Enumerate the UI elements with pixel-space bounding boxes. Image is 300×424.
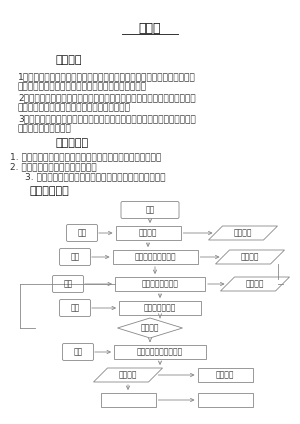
Bar xyxy=(100,393,155,407)
Bar xyxy=(119,301,201,315)
Bar xyxy=(116,226,181,240)
Text: 哪种方法更合适: 哪种方法更合适 xyxy=(144,304,176,312)
Text: 课件: 课件 xyxy=(77,229,87,237)
Text: 教学重难点: 教学重难点 xyxy=(55,138,88,148)
Text: 参与思考: 参与思考 xyxy=(234,229,252,237)
Text: 2．能运用平均数的知识解释简单的生活现象，解决简单实际问题，进一步: 2．能运用平均数的知识解释简单的生活现象，解决简单实际问题，进一步 xyxy=(18,93,196,102)
FancyBboxPatch shape xyxy=(67,224,98,242)
Text: 2. 理解平均数在统计学上的意义。: 2. 理解平均数在统计学上的意义。 xyxy=(10,162,97,171)
FancyBboxPatch shape xyxy=(59,299,91,316)
Polygon shape xyxy=(215,250,284,264)
Polygon shape xyxy=(94,368,163,382)
Bar xyxy=(112,250,197,264)
Text: 3．进一步增强与同伴交流的意识与能力，体验运用知识解决问题的乐趣，: 3．进一步增强与同伴交流的意识与能力，体验运用知识解决问题的乐趣， xyxy=(18,114,196,123)
Text: 建立学好数学的信心。: 建立学好数学的信心。 xyxy=(18,124,72,133)
Text: 进不同问题的比较: 进不同问题的比较 xyxy=(142,279,178,288)
Text: 初问初步认识平均数: 初问初步认识平均数 xyxy=(134,253,176,262)
Text: 教学目标: 教学目标 xyxy=(55,55,82,65)
FancyBboxPatch shape xyxy=(52,276,83,293)
Bar xyxy=(197,368,253,382)
Text: 和综合分析和处理数据的方法，发展统计观念。: 和综合分析和处理数据的方法，发展统计观念。 xyxy=(18,103,131,112)
Bar xyxy=(197,393,253,407)
Text: 课件: 课件 xyxy=(63,279,73,288)
Polygon shape xyxy=(118,318,182,338)
Text: 发生不均等情人有多少: 发生不均等情人有多少 xyxy=(137,348,183,357)
Text: 课件: 课件 xyxy=(70,304,80,312)
Polygon shape xyxy=(220,277,290,291)
FancyBboxPatch shape xyxy=(59,248,91,265)
Text: 教师补充: 教师补充 xyxy=(216,371,234,379)
Text: 思考交流: 思考交流 xyxy=(246,279,264,288)
FancyBboxPatch shape xyxy=(121,201,179,218)
Bar xyxy=(115,277,205,291)
Bar xyxy=(114,345,206,359)
Text: 平均数: 平均数 xyxy=(139,22,161,34)
Polygon shape xyxy=(208,226,278,240)
Text: 教学流程图：: 教学流程图： xyxy=(30,186,70,196)
Text: 课件: 课件 xyxy=(74,348,82,357)
Text: 学生评价: 学生评价 xyxy=(119,371,137,379)
Text: 导入新课: 导入新课 xyxy=(139,229,157,237)
Text: 1．在具体问题情境中，感受求平均数的需要，通过操作和思考体会平均数: 1．在具体问题情境中，感受求平均数的需要，通过操作和思考体会平均数 xyxy=(18,72,196,81)
Text: 开始: 开始 xyxy=(146,206,154,215)
Text: 学生判断: 学生判断 xyxy=(141,324,159,332)
Text: 课件: 课件 xyxy=(70,253,80,262)
Text: 思考交流: 思考交流 xyxy=(241,253,259,262)
Text: 1. 使学生理解平均数的意义，初步学会简单的平均数的方法。: 1. 使学生理解平均数的意义，初步学会简单的平均数的方法。 xyxy=(10,152,161,161)
FancyBboxPatch shape xyxy=(62,343,94,360)
Text: 3. 培养应用所学知识合理、灵活解决生活中的实际问题。: 3. 培养应用所学知识合理、灵活解决生活中的实际问题。 xyxy=(25,172,166,181)
Text: 的意义，学会计算简单数据的平均数（结果是整数）。: 的意义，学会计算简单数据的平均数（结果是整数）。 xyxy=(18,82,147,91)
